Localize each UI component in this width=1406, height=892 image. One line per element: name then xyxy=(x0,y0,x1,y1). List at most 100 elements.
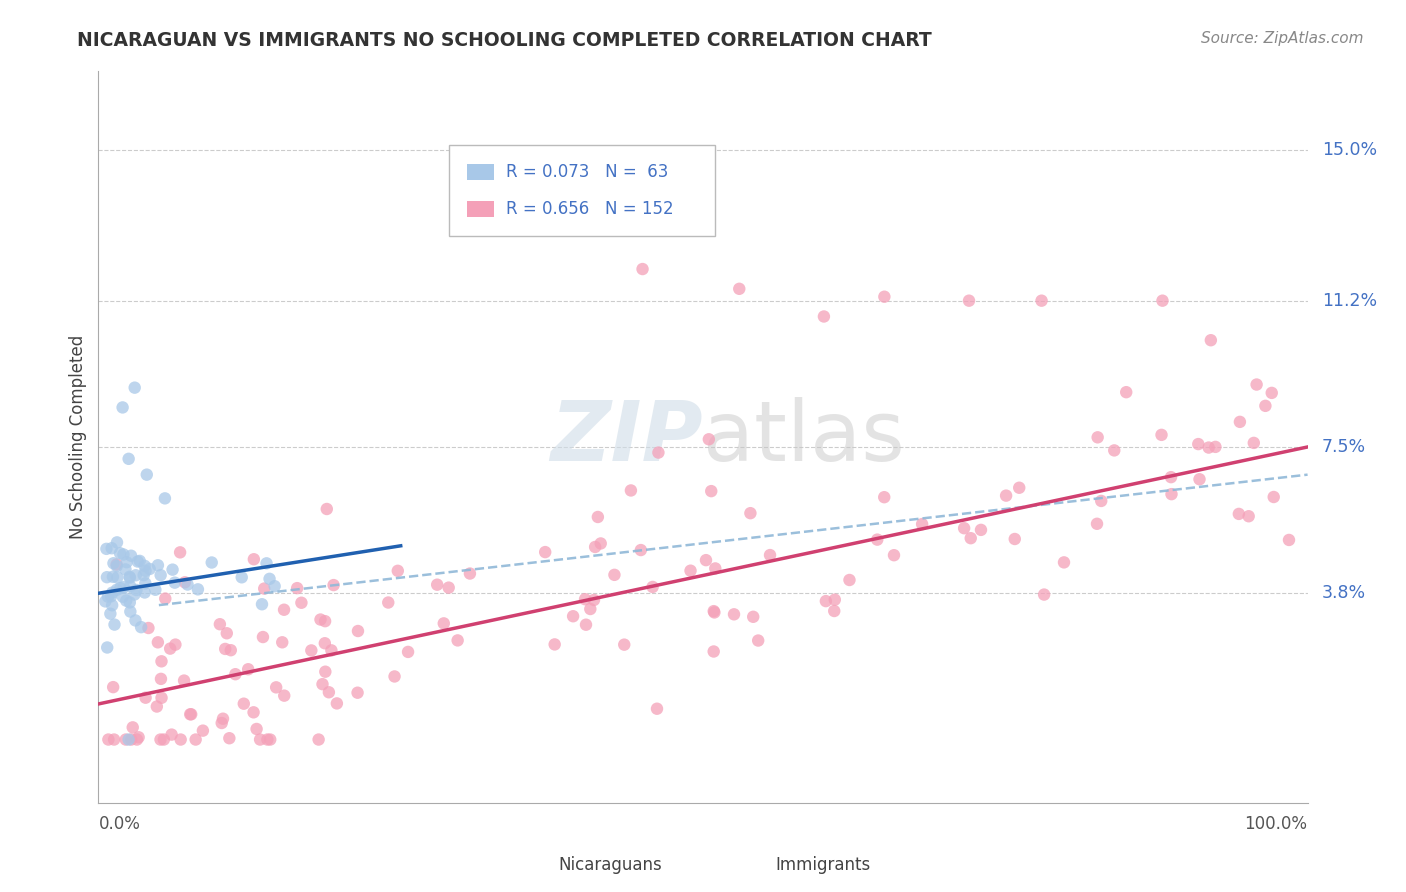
Point xyxy=(645,702,668,716)
Point xyxy=(970,523,993,537)
Point xyxy=(120,579,142,593)
Point xyxy=(603,567,626,582)
Point xyxy=(995,489,1018,503)
Point xyxy=(631,262,654,277)
Point xyxy=(586,510,609,524)
Point xyxy=(1150,428,1173,442)
Point xyxy=(232,697,254,711)
Point xyxy=(143,582,166,597)
Point xyxy=(97,590,120,604)
Point xyxy=(112,580,135,594)
Point xyxy=(138,562,160,576)
Point xyxy=(314,614,336,628)
Point xyxy=(101,599,124,613)
Point xyxy=(562,609,585,624)
Point xyxy=(184,732,207,747)
Point xyxy=(1104,443,1126,458)
Point xyxy=(589,536,612,550)
Point xyxy=(163,575,186,590)
Point xyxy=(322,578,344,592)
Text: R = 0.656   N = 152: R = 0.656 N = 152 xyxy=(506,200,673,218)
Point xyxy=(111,401,134,415)
Point xyxy=(1090,494,1112,508)
Point xyxy=(125,568,148,582)
Point xyxy=(883,548,905,562)
Point xyxy=(121,720,143,734)
Point xyxy=(575,617,598,632)
Point xyxy=(149,732,172,747)
Point xyxy=(1085,516,1108,531)
Point xyxy=(118,570,141,584)
Point xyxy=(212,712,235,726)
Point xyxy=(264,681,287,695)
Point xyxy=(290,596,312,610)
Point xyxy=(128,554,150,568)
Point xyxy=(180,707,202,722)
Point xyxy=(630,543,652,558)
Point xyxy=(103,617,125,632)
Point xyxy=(1188,472,1211,486)
Point xyxy=(110,581,132,595)
Point xyxy=(120,605,142,619)
Point xyxy=(1278,533,1301,547)
Point xyxy=(125,582,148,597)
Text: atlas: atlas xyxy=(703,397,904,477)
Point xyxy=(433,616,456,631)
Point xyxy=(838,573,860,587)
Point xyxy=(1031,293,1053,308)
Text: Immigrants: Immigrants xyxy=(776,856,870,874)
Point xyxy=(759,548,782,562)
Point xyxy=(308,732,330,747)
Point xyxy=(1198,441,1220,455)
Point xyxy=(959,531,981,545)
Point xyxy=(146,558,169,573)
Point xyxy=(953,521,976,535)
Point xyxy=(259,732,281,747)
Point xyxy=(173,673,195,688)
Point xyxy=(1053,555,1076,569)
Point xyxy=(728,282,751,296)
Point xyxy=(242,706,264,720)
Point xyxy=(318,685,340,699)
Point xyxy=(101,570,124,584)
Point xyxy=(176,577,198,591)
Point xyxy=(271,635,294,649)
Point xyxy=(120,549,142,563)
Point xyxy=(170,732,193,747)
Point xyxy=(96,570,118,584)
Point xyxy=(98,607,121,621)
Point xyxy=(579,602,602,616)
Point xyxy=(201,556,224,570)
Point xyxy=(250,597,273,611)
Point xyxy=(96,541,118,556)
Point xyxy=(127,555,149,569)
Text: 3.8%: 3.8% xyxy=(1322,584,1367,602)
Point xyxy=(583,540,606,554)
Point xyxy=(309,613,332,627)
Point xyxy=(115,555,138,569)
Point xyxy=(138,621,160,635)
Point xyxy=(112,548,135,562)
Point xyxy=(1160,470,1182,484)
Point xyxy=(134,558,156,573)
Point xyxy=(321,643,343,657)
Point xyxy=(118,595,141,609)
Point xyxy=(132,568,155,582)
Y-axis label: No Schooling Completed: No Schooling Completed xyxy=(69,335,87,539)
Point xyxy=(100,589,122,603)
Text: 15.0%: 15.0% xyxy=(1322,142,1378,160)
Text: 11.2%: 11.2% xyxy=(1322,292,1378,310)
Point xyxy=(218,731,240,746)
Point xyxy=(314,636,336,650)
Point xyxy=(160,728,183,742)
Point xyxy=(214,642,236,657)
Point xyxy=(108,546,131,560)
Point xyxy=(620,483,643,498)
Point xyxy=(1087,430,1109,444)
Point xyxy=(1263,490,1285,504)
Point xyxy=(273,689,295,703)
Point xyxy=(534,545,557,559)
Point xyxy=(215,626,238,640)
Point xyxy=(911,517,934,532)
Point xyxy=(700,484,723,499)
